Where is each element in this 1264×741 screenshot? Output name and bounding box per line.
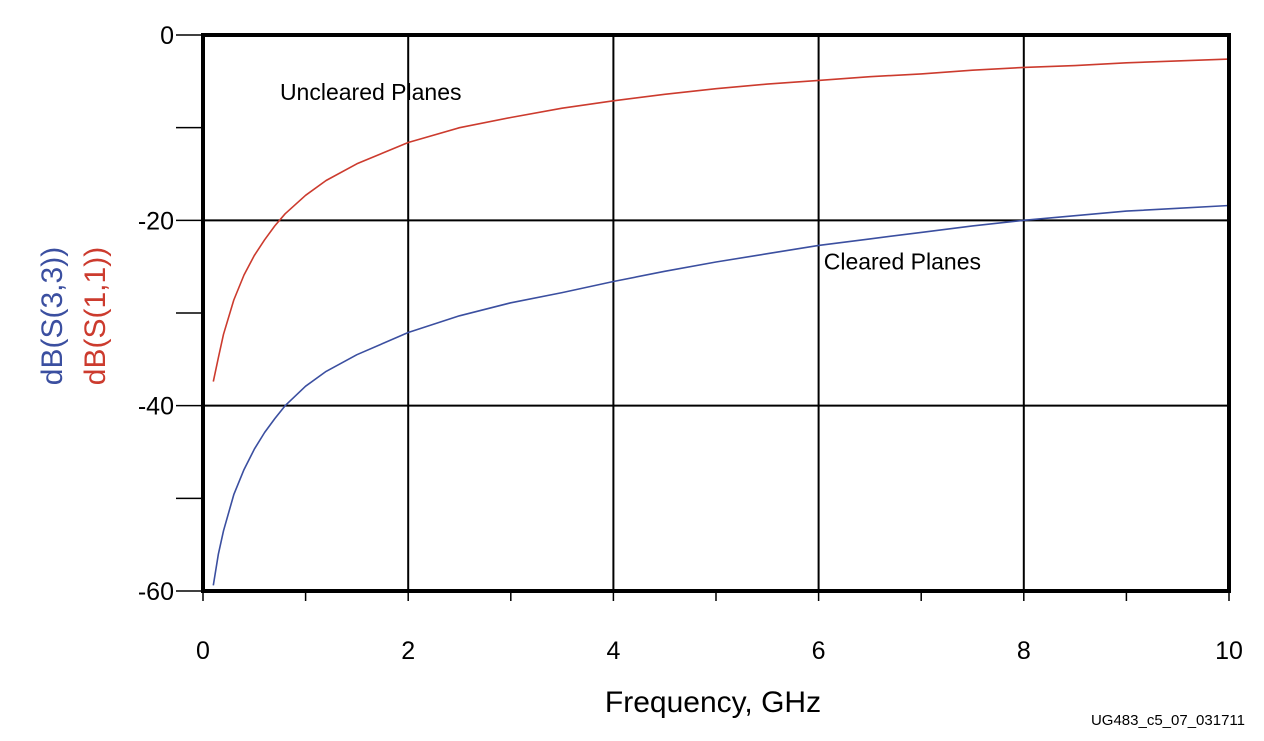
y-axis-label-s11: dB(S(1,1)) [79, 247, 112, 385]
y-tick-label: 0 [160, 22, 174, 50]
series-line-cleared [212, 204, 1230, 586]
y-axis-label-s33: dB(S(3,3)) [36, 247, 69, 385]
x-tick-label: 0 [196, 637, 210, 665]
series-line-uncleared [212, 58, 1230, 382]
series-layer [212, 58, 1230, 586]
grid [203, 35, 1229, 591]
annotation-cleared-planes: Cleared Planes [824, 248, 981, 274]
x-tick-label: 6 [812, 637, 826, 665]
ticks [176, 34, 1230, 601]
y-tick-label: -40 [138, 393, 174, 421]
figure-id: UG483_c5_07_031711 [1091, 712, 1245, 729]
x-tick-label: 2 [401, 637, 415, 665]
x-tick-label: 4 [606, 637, 620, 665]
x-axis-label: Frequency, GHz [605, 686, 821, 719]
labels: 0 2 4 6 8 10 0 -20 -40 -60 [138, 22, 1243, 665]
annotation-uncleared-planes: Uncleared Planes [280, 79, 462, 105]
y-tick-label: -60 [138, 578, 174, 606]
y-tick-label: -20 [138, 207, 174, 235]
x-tick-label: 10 [1215, 637, 1243, 665]
plot-frame [201, 33, 1231, 593]
x-tick-label: 8 [1017, 637, 1031, 665]
